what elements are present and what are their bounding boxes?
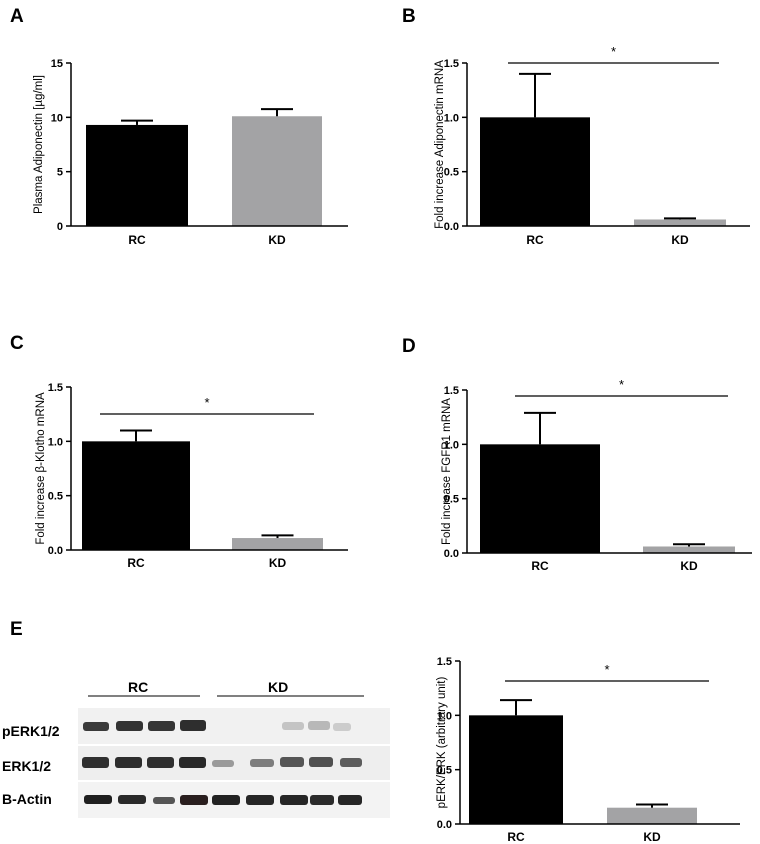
blot-group-label-rc: RC xyxy=(128,679,148,695)
blot-band xyxy=(118,795,146,804)
y-tick-label: 1.0 xyxy=(48,436,63,448)
x-tick-label-kd: KD xyxy=(680,559,698,573)
x-tick-label-rc: RC xyxy=(526,233,544,247)
y-axis-label: Fold increase Adiponectin mRNA xyxy=(434,60,446,229)
y-tick-label: 15 xyxy=(51,58,63,70)
blot-band xyxy=(280,757,304,767)
y-tick-label: 1.5 xyxy=(48,382,63,394)
blot-band xyxy=(147,757,174,768)
blot-band xyxy=(153,797,175,804)
bar-rc xyxy=(82,441,190,550)
panel-letter-d: D xyxy=(402,336,416,357)
y-tick-label: 1.5 xyxy=(444,58,459,70)
bar-rc xyxy=(480,444,600,553)
panel-letter-e: E xyxy=(10,619,23,640)
y-axis-label: Plasma Adiponectin [µg/ml] xyxy=(33,75,45,214)
blot-row-label-erk: ERK1/2 xyxy=(2,758,51,774)
chart-e: RC KD 0.0 0.5 1.0 1.5 pERK/ERK (arbitrary unit… xyxy=(436,656,740,844)
blot-band xyxy=(82,757,109,768)
significance-star: * xyxy=(611,44,616,59)
bar-kd xyxy=(634,219,726,226)
blot-band xyxy=(83,722,109,731)
y-tick-label: 1.0 xyxy=(437,710,452,722)
blot-band xyxy=(179,757,206,768)
blot-band xyxy=(280,795,308,805)
bar-kd xyxy=(232,116,322,226)
y-tick-label: 0.0 xyxy=(444,548,459,560)
significance-star: * xyxy=(204,395,209,410)
blot-band xyxy=(180,720,206,731)
blot-band xyxy=(310,795,334,805)
y-tick-label: 0.0 xyxy=(48,545,63,557)
y-tick-label: 5 xyxy=(57,167,63,179)
y-tick-label: 10 xyxy=(51,112,63,124)
x-tick-label-kd: KD xyxy=(269,556,287,570)
panel-letter-a: A xyxy=(10,6,24,27)
x-tick-label-rc: RC xyxy=(531,559,549,573)
significance-star: * xyxy=(604,662,609,677)
significance-star: * xyxy=(619,377,624,392)
blot-band xyxy=(180,795,208,805)
bar-rc xyxy=(86,124,188,226)
blot-band xyxy=(116,721,143,731)
blot-group-label-kd: KD xyxy=(268,679,288,695)
chart-a: RC KD 0 5 10 15 Plasma Adiponectin [µg/ml] xyxy=(33,58,348,247)
blot-band xyxy=(148,721,175,731)
bar-rc xyxy=(469,715,563,824)
bar-rc xyxy=(480,117,590,226)
blot-band xyxy=(340,758,362,767)
panel-letter-b: B xyxy=(402,6,416,27)
bar-kd xyxy=(643,546,735,553)
x-tick-label-kd: KD xyxy=(643,830,661,844)
blot-band xyxy=(212,760,234,767)
y-tick-label: 0.5 xyxy=(444,494,459,506)
blot-band xyxy=(115,757,142,768)
blot-row-label-perk: pERK1/2 xyxy=(2,723,60,739)
bar-kd xyxy=(232,538,323,550)
y-axis-label: Fold increase β-Klotho mRNA xyxy=(35,392,47,545)
x-tick-label-kd: KD xyxy=(268,233,286,247)
blot-band xyxy=(333,723,351,731)
panel-letter-c: C xyxy=(10,333,24,354)
y-tick-label: 1.5 xyxy=(444,385,459,397)
x-tick-label-rc: RC xyxy=(127,556,145,570)
blot-band xyxy=(282,722,304,730)
x-tick-label-rc: RC xyxy=(507,830,525,844)
y-tick-label: 0.5 xyxy=(437,765,452,777)
blot-band xyxy=(338,795,362,805)
blot-band xyxy=(246,795,274,805)
y-tick-label: 0.0 xyxy=(444,221,459,233)
y-axis-label: Fold increase FGFR1 mRNA xyxy=(441,398,453,545)
y-tick-label: 0.5 xyxy=(444,167,459,179)
blot-row-label-actin: B-Actin xyxy=(2,791,52,807)
blot-band xyxy=(84,795,112,804)
y-tick-label: 0.5 xyxy=(48,491,63,503)
western-blot: RC KD pERK1/2 ERK1/2 B-Actin xyxy=(2,679,390,818)
blot-band xyxy=(250,759,274,767)
y-tick-label: 0 xyxy=(57,221,63,233)
y-tick-label: 1.5 xyxy=(437,656,452,668)
y-axis-label: pERK/ERK (arbitrary unit) xyxy=(436,677,448,809)
x-tick-label-kd: KD xyxy=(671,233,689,247)
blot-band xyxy=(212,795,240,805)
blot-band xyxy=(309,757,333,767)
y-tick-label: 1.0 xyxy=(444,112,459,124)
bar-kd xyxy=(607,807,697,824)
blot-band xyxy=(308,721,330,730)
x-tick-label-rc: RC xyxy=(128,233,146,247)
y-tick-label: 1.0 xyxy=(444,439,459,451)
y-tick-label: 0.0 xyxy=(437,819,452,831)
